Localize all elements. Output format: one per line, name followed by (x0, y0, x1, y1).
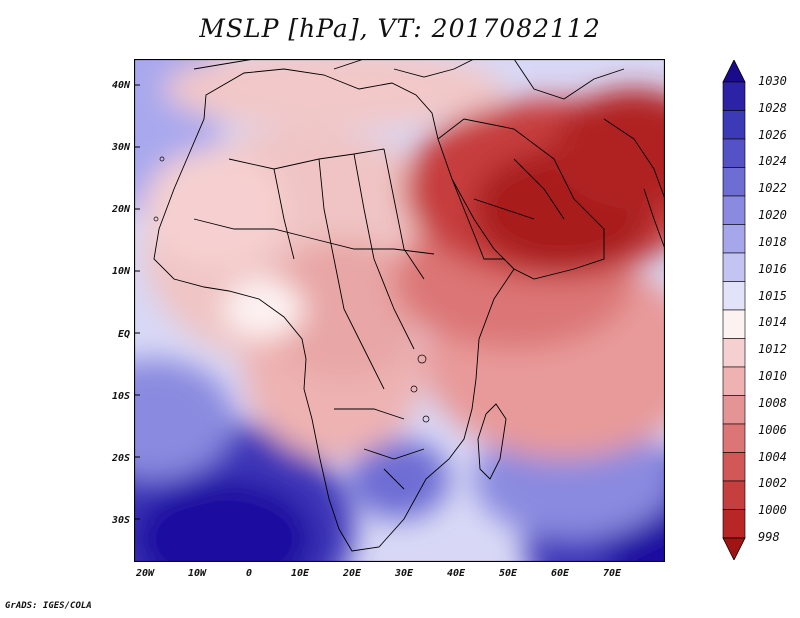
colorbar-segment (722, 452, 746, 482)
lat-label: 10S (111, 391, 130, 402)
colorbar-tick-label: 1002 (758, 476, 787, 491)
lat-label: 20S (111, 453, 130, 464)
colorbar-segment (722, 252, 746, 282)
lon-label: 0 (245, 568, 253, 579)
colorbar-segment (722, 423, 746, 453)
lat-label: 10N (111, 266, 130, 277)
lakes (153, 156, 430, 423)
colorbar-tick-label: 1024 (758, 154, 787, 169)
colorbar-segment (722, 167, 746, 197)
colorbar (722, 60, 746, 560)
lon-label: 40E (446, 568, 466, 579)
colorbar-segment (722, 480, 746, 510)
pressure-field (134, 59, 665, 562)
pressure-map (134, 59, 665, 562)
colorbar-max-arrow (722, 60, 746, 83)
colorbar-segment (722, 110, 746, 140)
lon-label: 30E (394, 568, 414, 579)
colorbar-segment (722, 195, 746, 225)
colorbar-segment (722, 366, 746, 396)
lon-label: 20W (135, 568, 155, 579)
colorbar-tick-label: 1012 (758, 342, 787, 357)
colorbar-segment (722, 281, 746, 311)
colorbar-tick-label: 1022 (758, 181, 787, 196)
map-frame (134, 59, 665, 562)
lon-label: 10W (187, 568, 207, 579)
lon-label: 60E (550, 568, 570, 579)
lat-label: EQ (117, 329, 130, 340)
colorbar-tick-label: 1016 (758, 261, 787, 276)
colorbar-tick-label: 1000 (758, 503, 787, 518)
colorbar-tick-label: 1008 (758, 395, 787, 410)
lat-label: 20N (111, 204, 130, 215)
colorbar-tick-label: 1010 (758, 369, 787, 384)
colorbar-tick-label: 1004 (758, 449, 787, 464)
lon-label: 50E (498, 568, 518, 579)
coastline (153, 59, 665, 552)
colorbar-segment (722, 309, 746, 339)
colorbar-min-arrow (722, 537, 746, 560)
colorbar-segment (722, 395, 746, 425)
colorbar-segment (722, 81, 746, 111)
colorbar-tick-label: 1006 (758, 422, 787, 437)
lat-label: 30S (111, 515, 130, 526)
colorbar-tick-label: 1026 (758, 127, 787, 142)
colorbar-segment (722, 138, 746, 168)
colorbar-tick-label: 1028 (758, 100, 787, 115)
lon-label: 70E (602, 568, 622, 579)
colorbar-tick-label: 1020 (758, 208, 787, 223)
colorbar-tick-label: 1018 (758, 234, 787, 249)
lon-label: 20E (342, 568, 362, 579)
grads-credit: GrADS: IGES/COLA (5, 601, 92, 611)
colorbar-tick-label: 998 (758, 530, 780, 544)
colorbar-segment (722, 224, 746, 254)
lon-label: 10E (290, 568, 310, 579)
map-canvas (134, 59, 665, 562)
lat-label: 40N (111, 80, 130, 91)
colorbar-tick-label: 1030 (758, 74, 787, 88)
lat-label: 30N (111, 142, 130, 153)
colorbar-segment (722, 338, 746, 368)
colorbar-segment (722, 509, 746, 539)
colorbar-tick-label: 1014 (758, 315, 787, 330)
map-title: MSLP [hPa], VT: 2017082112 (199, 14, 601, 43)
colorbar-tick-label: 1015 (758, 288, 787, 303)
